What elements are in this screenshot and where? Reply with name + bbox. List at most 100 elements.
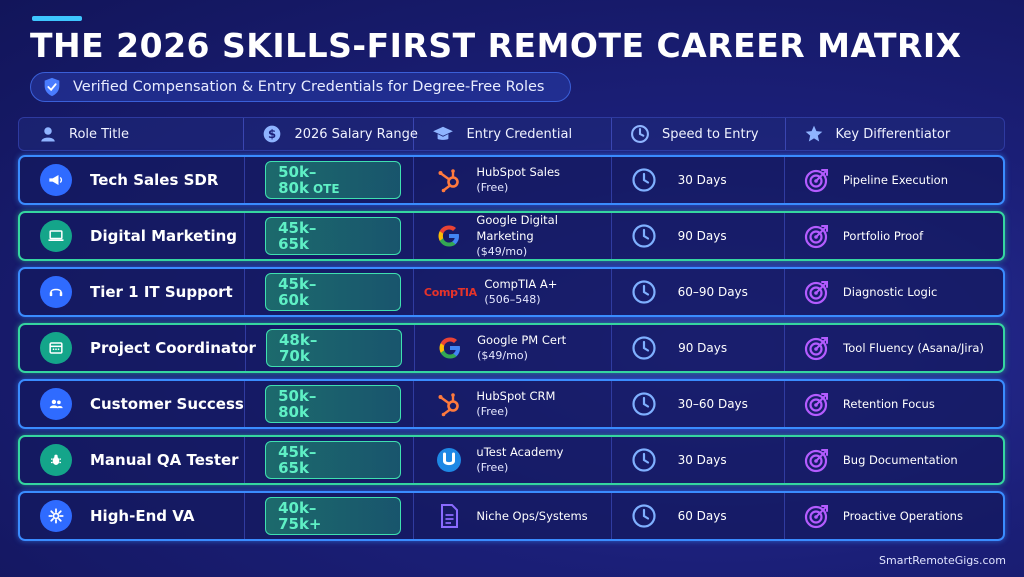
header-salary: $ 2026 Salary Range — [244, 118, 418, 150]
salary-range-badge: 50k– 80k OTE — [265, 161, 402, 199]
credential-cost: (506–548) — [484, 293, 541, 306]
page-title: THE 2026 SKILLS-FIRST REMOTE CAREER MATR… — [30, 26, 962, 65]
salary-min: 40k– — [278, 499, 317, 517]
role-cell: Manual QA Tester — [20, 437, 246, 483]
speed-to-entry: 90 Days — [678, 341, 728, 355]
role-cell: Digital Marketing — [20, 213, 246, 259]
salary-min: 50k– — [278, 387, 317, 405]
speed-cell: 60–90 Days — [612, 269, 785, 315]
users-icon — [40, 388, 72, 420]
table-row: Digital Marketing 45k– 65k Google Digital M… — [18, 211, 1005, 261]
credential-cell: Niche Ops/Systems — [414, 493, 612, 539]
salary-cell: 45k– 65k — [245, 213, 415, 259]
speed-to-entry: 60–90 Days — [677, 285, 748, 299]
differentiator-cell: Pipeline Execution — [785, 157, 1003, 203]
table-header: Role Title $ 2026 Salary Range Entry Cre… — [18, 117, 1005, 151]
clock-icon — [631, 125, 649, 143]
credential-cell: Google Digital Marketing ($49/mo) — [414, 213, 612, 259]
google-icon — [439, 337, 461, 359]
table-row: Tech Sales SDR 50k– 80k OTE HubSpot Sales (Fr… — [18, 155, 1005, 205]
speed-cell: 30 Days — [612, 157, 785, 203]
clock-icon — [631, 280, 656, 304]
salary-cell: 48k– 70k — [246, 325, 416, 371]
salary-suffix: OTE — [312, 181, 340, 196]
clock-icon — [631, 504, 656, 528]
target-icon — [804, 449, 828, 473]
salary-cell: 45k– 65k — [245, 437, 415, 483]
target-icon — [804, 393, 828, 417]
salary-range-badge: 50k– 80k — [265, 385, 402, 423]
role-title: Manual QA Tester — [90, 451, 239, 469]
differentiator-cell: Tool Fluency (Asana/Jira) — [785, 325, 1003, 371]
target-icon — [804, 169, 828, 193]
person-icon — [41, 127, 55, 142]
salary-max: 65k — [278, 235, 309, 253]
target-icon — [804, 225, 828, 249]
role-title: Digital Marketing — [90, 227, 238, 245]
salary-max: 60k — [278, 291, 309, 309]
role-cell: Tech Sales SDR — [20, 157, 246, 203]
table-row: Customer Success 50k– 80k HubSpot CRM (Free)… — [18, 379, 1005, 429]
credential-cost: (Free) — [476, 181, 509, 194]
speed-cell: 90 Days — [612, 213, 785, 259]
salary-range-badge: 40k– 75k+ — [265, 497, 402, 535]
role-title: High-End VA — [90, 507, 195, 525]
role-title: Customer Success — [90, 395, 244, 413]
salary-cell: 40k– 75k+ — [245, 493, 415, 539]
credential-cost: (Free) — [476, 405, 509, 418]
salary-max: 65k — [278, 459, 309, 477]
key-differentiator: Tool Fluency (Asana/Jira) — [843, 341, 984, 355]
differentiator-cell: Proactive Operations — [785, 493, 1003, 539]
header-credential-label: Entry Credential — [466, 126, 573, 142]
clock-icon — [631, 392, 656, 416]
document-icon — [441, 504, 459, 528]
key-differentiator: Bug Documentation — [842, 453, 958, 467]
role-cell: Project Coordinator — [20, 325, 256, 371]
key-differentiator: Diagnostic Logic — [842, 285, 938, 299]
credential-name: CompTIA A+ — [484, 277, 558, 291]
credential-name: Niche Ops/Systems — [476, 509, 588, 523]
svg-text:$: $ — [268, 127, 276, 141]
table-row: Project Coordinator 48k– 70k Google PM Cert… — [18, 323, 1005, 373]
clock-icon — [632, 336, 656, 360]
header-credential: Entry Credential — [414, 118, 612, 150]
comptia-logo: CompTIA — [423, 285, 477, 299]
speed-to-entry: 90 Days — [677, 229, 727, 243]
salary-cell: 45k– 60k — [245, 269, 415, 315]
role-title: Project Coordinator — [90, 339, 256, 357]
role-title: Tier 1 IT Support — [90, 283, 233, 301]
credential-cell: Google PM Cert ($49/mo) — [415, 325, 613, 371]
speed-cell: 30–60 Days — [612, 381, 785, 427]
table-row: Manual QA Tester 45k– 65k uTest Academy (Fre… — [18, 435, 1005, 485]
salary-min: 45k– — [278, 275, 317, 293]
speed-to-entry: 60 Days — [677, 509, 727, 523]
salary-range-badge: 48k– 70k — [266, 329, 402, 367]
salary-max: 80k — [278, 403, 309, 421]
subtitle-text: Verified Compensation & Entry Credential… — [73, 79, 545, 95]
salary-range-badge: 45k– 60k — [265, 273, 402, 311]
role-cell: Tier 1 IT Support — [20, 269, 246, 315]
megaphone-icon — [40, 164, 72, 196]
speed-cell: 90 Days — [612, 325, 786, 371]
credential-cell: HubSpot CRM (Free) — [414, 381, 612, 427]
salary-cell: 50k– 80k — [245, 381, 415, 427]
credential-cell: uTest Academy (Free) — [414, 437, 612, 483]
clock-icon — [631, 448, 656, 472]
credential-name: Google Digital Marketing — [476, 213, 558, 243]
role-title: Tech Sales SDR — [90, 171, 219, 189]
credential-cost: ($49/mo) — [476, 245, 528, 258]
hubspot-icon — [438, 169, 460, 193]
clock-icon — [631, 224, 656, 248]
hubspot-icon — [438, 393, 460, 417]
star-icon — [805, 125, 822, 142]
salary-cell: 50k– 80k OTE — [245, 157, 415, 203]
credential-name: HubSpot Sales — [476, 165, 561, 179]
target-icon — [804, 281, 828, 305]
salary-max: 70k — [279, 347, 310, 365]
salary-min: 50k– — [278, 162, 317, 181]
career-table-body: Tech Sales SDR 50k– 80k OTE HubSpot Sales (Fr… — [18, 155, 1005, 547]
gear-icon — [40, 500, 72, 532]
differentiator-cell: Bug Documentation — [785, 437, 1003, 483]
role-cell: High-End VA — [20, 493, 246, 539]
salary-min: 45k– — [278, 443, 317, 461]
